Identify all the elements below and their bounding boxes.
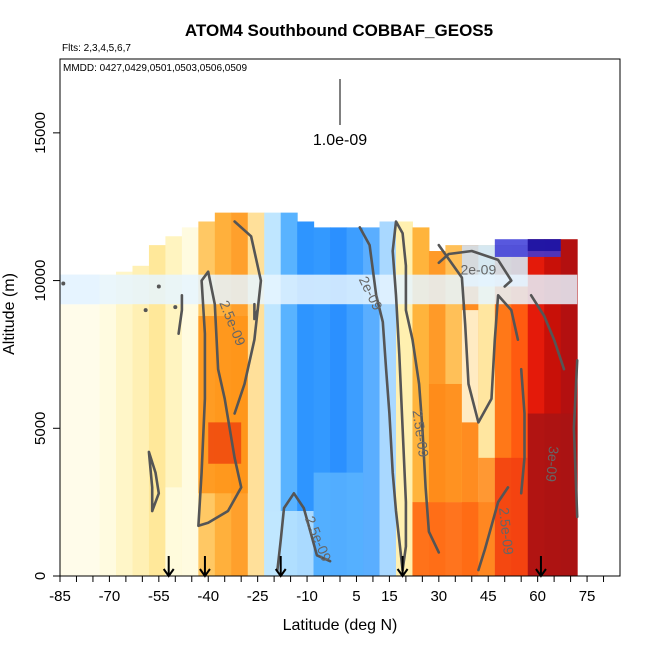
contour-line (391, 220, 441, 572)
heatmap-cell (132, 265, 150, 576)
heatmap-cell (60, 274, 578, 305)
y-tick-label: 10000 (32, 260, 49, 302)
x-tick-label: -70 (99, 588, 121, 605)
y-axis: 0 5000 10000 15000 (32, 112, 60, 580)
contour-line (358, 226, 404, 572)
x-axis: -85 -70 -55 -40 -25 -10 5 15 30 45 60 75 (49, 576, 605, 605)
heatmap-cell (478, 457, 495, 576)
y-tick-label: 0 (32, 572, 49, 580)
x-tick-label: 5 (352, 588, 360, 605)
x-tick-label: -10 (296, 588, 318, 605)
contour-lines (61, 220, 579, 572)
contour-line (477, 486, 510, 572)
x-tick-label: -40 (197, 588, 219, 605)
heatmap-cell (165, 487, 182, 576)
heatmap-cell (527, 239, 561, 252)
x-tick-label: 45 (480, 588, 497, 605)
contour-line (519, 367, 526, 495)
heatmap-cell (99, 274, 117, 576)
contour-point (143, 308, 148, 313)
y-axis-label: Altitude (m) (1, 273, 18, 355)
heatmap-cell (208, 422, 242, 464)
x-tick-label: 75 (579, 588, 596, 605)
y-tick-label: 5000 (32, 412, 49, 445)
heatmap-cell (116, 271, 133, 576)
heatmap-cell (527, 413, 578, 576)
x-tick-label: -85 (49, 588, 71, 605)
contour-label: 2.5e-09 (496, 507, 517, 556)
heatmap-cell (198, 316, 248, 494)
chart-title: ATOM4 Southbound COBBAF_GEOS5 (185, 21, 493, 40)
heatmap-cell (247, 212, 265, 576)
contour-label: 2e-09 (460, 262, 496, 278)
contour-line (529, 294, 566, 371)
heatmap-cell (60, 304, 100, 576)
heatmap-cell (181, 227, 199, 576)
contour-line (177, 294, 184, 335)
contour-line (253, 302, 259, 321)
heatmap-cell (297, 221, 315, 576)
contour-point (156, 284, 161, 289)
heatmap-cell (396, 221, 413, 576)
contour-label: 2.5e-09 (409, 409, 431, 458)
contour-line (572, 359, 579, 519)
contour-line (437, 243, 520, 424)
x-tick-label: 30 (430, 588, 447, 605)
flights-subtitle: Flts: 2,3,4,5,6,7 (62, 43, 131, 54)
x-tick-label: -25 (247, 588, 269, 605)
x-axis-label: Latitude (deg N) (283, 617, 398, 634)
heatmap-cell (363, 227, 381, 576)
dates-subtitle: MMDD: 0427,0429,0501,0503,0506,0509 (63, 63, 247, 74)
contour-line (197, 270, 243, 528)
x-tick-label: 15 (381, 588, 398, 605)
x-tick-label: -55 (148, 588, 170, 605)
contour-label: 3e-09 (543, 446, 562, 483)
contour-point (173, 305, 178, 310)
contour-point (61, 281, 66, 286)
colorbar-label: 1.0e-09 (313, 132, 367, 149)
contour-line (147, 450, 161, 513)
heatmap-cell (428, 383, 462, 503)
x-tick-label: 60 (529, 588, 546, 605)
heatmap-cell (264, 511, 314, 576)
y-tick-label: 15000 (32, 112, 49, 154)
contour-line (276, 492, 332, 572)
